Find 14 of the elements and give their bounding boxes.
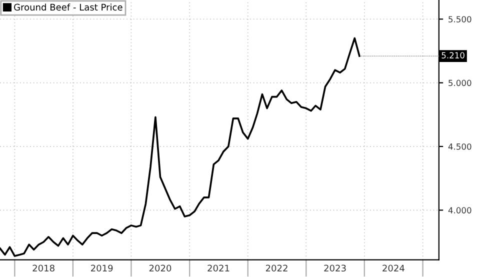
x-tick-label: 2021 <box>208 264 230 272</box>
x-tick-label: 2020 <box>149 264 172 272</box>
y-tick-label: 4.000 <box>448 207 472 214</box>
line-series <box>0 37 360 257</box>
x-tick-label: 2018 <box>32 264 54 272</box>
legend-label: Ground Beef - Last Price <box>14 4 122 11</box>
x-tick-label: 2024 <box>382 264 404 272</box>
y-tick-label: 5.000 <box>448 80 472 86</box>
x-tick-label: 2023 <box>324 264 346 272</box>
y-tick-label: 4.500 <box>448 143 472 150</box>
annotation: 5.210 <box>442 52 464 58</box>
x-tick-label: 2022 <box>266 264 288 272</box>
y-tick-label: 5.500 <box>448 16 472 22</box>
x-tick-label: 2019 <box>91 264 113 272</box>
